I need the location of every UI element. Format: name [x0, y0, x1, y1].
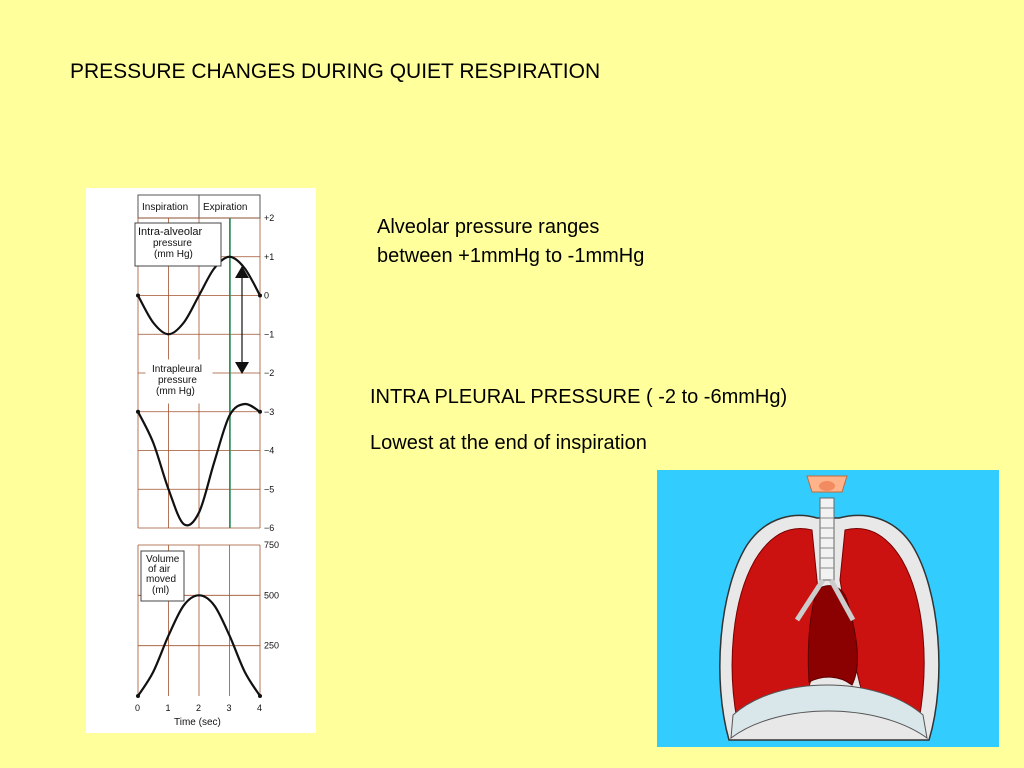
pressure-axis: +2 +1 0 −1 −2 −3 −4 −5 −6	[264, 213, 274, 533]
alveolar-label-line-1: Intra-alveolar	[138, 226, 203, 238]
pleural-label-line-2: pressure	[158, 375, 197, 386]
alveolar-label-line-3: (mm Hg)	[154, 249, 193, 260]
pressure-tick-label: +1	[264, 252, 274, 262]
alveolar-pressure-text: Alveolar pressure ranges between +1mmHg …	[377, 213, 644, 271]
larynx-inner	[819, 481, 835, 491]
volume-label-line-3: moved	[146, 574, 176, 585]
pressure-tick-label: 0	[264, 291, 269, 301]
pressure-tick-label: −1	[264, 329, 274, 339]
right-bronchus	[828, 578, 856, 622]
volume-label-line-4: (ml)	[152, 585, 169, 596]
time-tick-label: 0	[135, 703, 140, 713]
intrapleural-pressure-curve	[137, 402, 261, 527]
volume-label-line-1: Volume	[146, 554, 180, 565]
volume-label-line-2: of air	[148, 564, 171, 575]
alveolar-curve-point	[258, 293, 262, 298]
volume-curve-point	[136, 694, 140, 698]
trachea-rings	[820, 507, 834, 569]
volume-tick-label: 750	[264, 540, 279, 550]
volume-tick-label: 250	[264, 641, 279, 651]
time-tick-label: 1	[166, 703, 171, 713]
slide-title: PRESSURE CHANGES DURING QUIET RESPIRATIO…	[70, 60, 601, 83]
pleural-text-line-2: Lowest at the end of inspiration	[370, 432, 647, 454]
expiration-label: Expiration	[203, 202, 247, 213]
pleural-label-line-3: (mm Hg)	[156, 386, 195, 397]
volume-axis: 750 500 250	[264, 540, 279, 651]
time-tick-label: 3	[227, 703, 232, 713]
respiration-chart: Inspiration Expiration +2 +1 0 −1 −2 −3 −4 −5 −6…	[134, 194, 279, 728]
volume-curve-point	[258, 694, 262, 698]
intrapleural-pressure-text: INTRA PLEURAL PRESSURE ( -2 to -6mmHg) L…	[370, 374, 787, 466]
alveolar-curve-point	[136, 293, 140, 298]
lung-illustration	[657, 470, 999, 747]
pleural-curve-point	[136, 409, 140, 414]
inspiration-label: Inspiration	[142, 202, 188, 213]
pleural-text-line-1: INTRA PLEURAL PRESSURE ( -2 to -6mmHg)	[370, 386, 788, 408]
pressure-tick-label: −6	[264, 523, 274, 533]
time-axis-label: Time (sec)	[174, 717, 221, 728]
time-tick-label: 4	[257, 703, 262, 713]
time-tick-label: 2	[196, 703, 201, 713]
lung-svg	[719, 475, 940, 741]
volume-label-box	[140, 550, 185, 602]
pleural-label-box	[145, 359, 213, 404]
pleural-label-line-1: Intrapleural	[152, 364, 202, 375]
curve-points	[136, 293, 262, 698]
alveolar-pressure-curve	[137, 255, 261, 336]
alveolar-label-box	[134, 222, 222, 267]
pressure-tick-label: +2	[264, 213, 274, 223]
pressure-tick-label: −5	[264, 484, 274, 494]
alveolar-text-line-2: between +1mmHg to -1mmHg	[377, 245, 645, 267]
arrow-head-down	[235, 362, 249, 374]
pressure-tick-label: −3	[264, 407, 274, 417]
left-bronchus	[794, 578, 826, 622]
volume-tick-label: 500	[264, 590, 279, 600]
diaphragm	[730, 684, 928, 740]
respiration-chart-panel: Inspiration Expiration +2 +1 0 −1 −2 −3 −4 −5 −6…	[86, 188, 316, 733]
pressure-tick-label: −2	[264, 368, 274, 378]
volume-curve	[137, 594, 261, 697]
alveolar-label-line-2: pressure	[153, 238, 192, 249]
alveolar-text-line-1: Alveolar pressure ranges	[377, 216, 600, 238]
pressure-tick-label: −4	[264, 446, 274, 456]
time-axis: 0 1 2 3 4	[135, 703, 262, 713]
arrow-head-up	[235, 266, 249, 278]
pleural-curve-point	[258, 409, 262, 414]
